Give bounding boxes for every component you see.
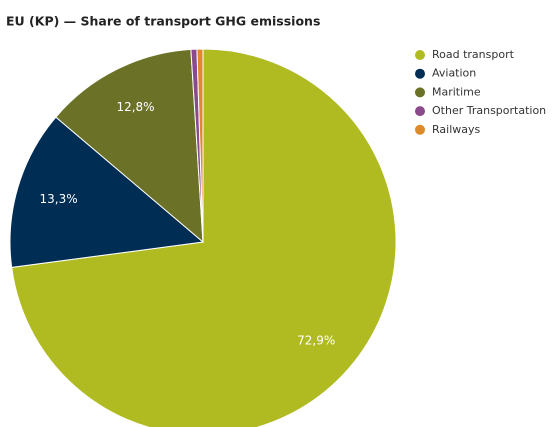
legend-label: Railways <box>432 123 481 136</box>
data-label: 12,8% <box>116 100 154 114</box>
legend-label: Road transport <box>432 48 515 61</box>
pie-slice <box>196 48 204 243</box>
legend-marker <box>415 50 425 60</box>
legend-marker <box>415 87 425 98</box>
data-label: 13,3% <box>40 192 78 206</box>
legend-marker <box>415 106 425 117</box>
legend-label: Aviation <box>432 67 476 80</box>
legend-marker <box>415 68 425 79</box>
chart-title: EU (KP) — Share of transport GHG emissio… <box>6 14 320 29</box>
pie-slice <box>55 48 204 244</box>
legend-marker <box>415 124 425 135</box>
pie-slice <box>9 116 205 268</box>
legend-label: Other Transportation <box>432 104 546 117</box>
pie-slice <box>11 48 397 427</box>
legend-label: Maritime <box>432 85 481 98</box>
data-label: 72,9% <box>297 334 335 348</box>
